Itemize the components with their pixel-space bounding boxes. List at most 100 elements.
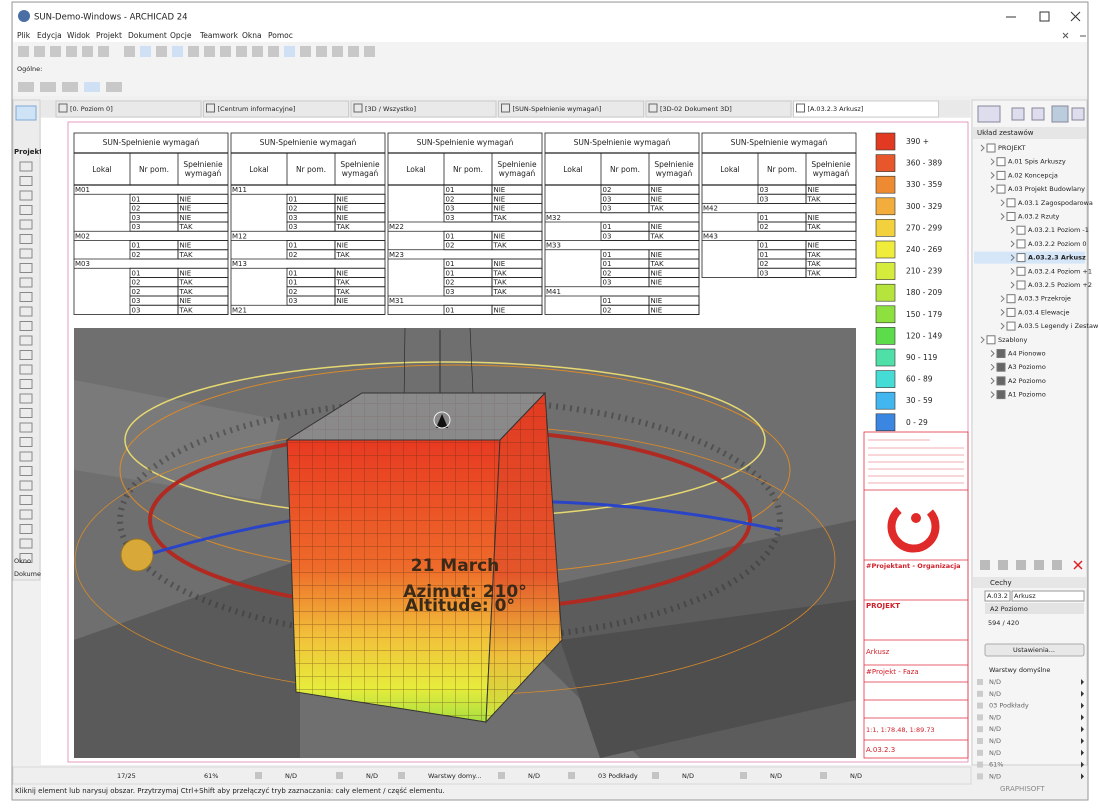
tool-icon[interactable] (98, 46, 109, 57)
tab[interactable] (498, 100, 644, 118)
tool-icon[interactable] (18, 82, 34, 92)
palette-tool[interactable] (19, 219, 33, 230)
status-field[interactable]: N/D (285, 772, 297, 780)
nav-item[interactable]: A3 Poziomo (1008, 363, 1046, 371)
tool-icon[interactable] (82, 46, 93, 57)
palette-tool[interactable] (19, 234, 33, 244)
tool-icon[interactable] (220, 46, 231, 57)
menu-item[interactable]: Teamwork (199, 31, 239, 40)
palette-tool[interactable] (19, 524, 33, 534)
palette-tool[interactable] (19, 205, 33, 215)
palette-tool[interactable] (19, 379, 33, 389)
tab[interactable] (350, 100, 497, 118)
tool-icon[interactable] (62, 82, 78, 92)
tool-icon[interactable] (284, 46, 295, 57)
palette-tool[interactable] (19, 495, 33, 505)
navigator-header[interactable]: Układ zestawów (977, 129, 1034, 137)
tool-icon[interactable] (316, 46, 327, 57)
tool-icon[interactable] (268, 46, 279, 57)
id-field[interactable] (984, 590, 1011, 602)
tab-label[interactable]: [0. Poziom 0] (70, 105, 113, 113)
nav-item[interactable]: A2 Poziomo (1008, 377, 1046, 385)
tool-icon[interactable] (84, 82, 100, 92)
palette-tool[interactable] (19, 364, 33, 375)
nav-item[interactable]: A.03.5 Legendy i Zestaw (1018, 322, 1099, 330)
nav-item[interactable]: A.03.2.3 Arkusz (1028, 254, 1086, 262)
palette-tool[interactable] (19, 321, 33, 331)
tool-icon[interactable] (140, 46, 151, 57)
palette-tool[interactable] (19, 190, 33, 201)
nav-item[interactable]: A.01 Spis Arkuszy (1008, 158, 1066, 166)
tool-icon[interactable] (106, 82, 122, 92)
tab-label[interactable]: [SUN-Spełnienie wymagań] (513, 105, 602, 113)
tab-label[interactable]: [A.03.2.3 Arkusz] (808, 105, 864, 113)
nav-item[interactable]: A.03 Projekt Budowlany (1008, 185, 1085, 193)
palette-tool[interactable] (19, 408, 33, 418)
palette-tab[interactable]: Dokume (14, 570, 41, 578)
palette-tool[interactable] (19, 437, 33, 447)
tool-icon[interactable] (34, 46, 45, 57)
menu-item[interactable]: Edycja (37, 31, 62, 40)
close-icon[interactable] (1073, 560, 1083, 570)
status-field[interactable]: N/D (366, 772, 378, 780)
menu-item[interactable]: Plik (17, 31, 31, 40)
tab-label[interactable]: [3D-02 Dokument 3D] (660, 105, 732, 113)
tool-icon[interactable] (40, 82, 56, 92)
nav-item[interactable]: A.03.4 Elewacje (1018, 308, 1070, 316)
palette-tool[interactable] (19, 248, 33, 259)
arrow-tool[interactable] (15, 105, 37, 121)
tool-icon[interactable] (364, 46, 375, 57)
palette-tool[interactable] (19, 451, 33, 462)
palette-tool[interactable] (19, 466, 33, 476)
tab-label[interactable]: [Centrum informacyjne] (218, 105, 296, 113)
window-controls[interactable] (1006, 11, 1081, 22)
status-field[interactable]: N/D (528, 772, 540, 780)
tool-icon[interactable] (332, 46, 343, 57)
nav-item[interactable]: A.03.1 Zagospodarowa (1018, 199, 1093, 207)
palette-tool[interactable] (19, 553, 33, 563)
nav-item[interactable]: PROJEKT (998, 144, 1025, 152)
status-field[interactable]: N/D (682, 772, 694, 780)
tool-icon[interactable] (188, 46, 199, 57)
tab-label[interactable]: [3D / Wszystko] (365, 105, 416, 113)
menu-item[interactable]: Okna (242, 31, 262, 40)
menu-item[interactable]: Opcje (170, 31, 192, 40)
nav-item[interactable]: A.03.3 Przekroje (1018, 295, 1071, 303)
palette-tool[interactable] (19, 422, 33, 433)
name-field[interactable] (1011, 590, 1085, 602)
palette-tool[interactable] (19, 393, 33, 404)
nav-item[interactable]: A4 Pionowo (1008, 350, 1046, 358)
menu-item[interactable]: Projekt (96, 31, 122, 40)
palette-tool[interactable] (19, 277, 33, 288)
palette-tab[interactable]: Okno (14, 557, 31, 565)
palette-tool[interactable] (19, 292, 33, 302)
menu-item[interactable]: Widok (67, 31, 91, 40)
menu-item[interactable]: Dokument (128, 31, 167, 40)
status-field[interactable]: 03 Podkłady (598, 772, 638, 780)
navigator-buttons[interactable] (977, 105, 1085, 123)
palette-tool[interactable] (19, 509, 33, 520)
nav-item[interactable]: A.03.2.5 Poziom +2 (1028, 281, 1092, 289)
palette-tool[interactable] (19, 176, 33, 186)
palette-tool[interactable] (19, 335, 33, 346)
tool-icon[interactable] (124, 46, 135, 57)
palette-tool[interactable] (19, 263, 33, 273)
status-field[interactable]: N/D (850, 772, 862, 780)
palette-tool[interactable] (19, 306, 33, 317)
tool-icon[interactable] (50, 46, 61, 57)
palette-tool[interactable] (19, 350, 33, 360)
tool-icon[interactable] (66, 46, 77, 57)
settings-button[interactable] (984, 643, 1085, 657)
palette-tool[interactable] (19, 480, 33, 491)
status-field[interactable]: N/D (770, 772, 782, 780)
palette-tool[interactable] (19, 161, 33, 172)
tool-icon[interactable] (172, 46, 183, 57)
palette-tool[interactable] (19, 538, 33, 549)
tab[interactable] (793, 100, 939, 118)
nav-item[interactable]: A.03.2 Rzuty (1018, 213, 1060, 221)
nav-item[interactable]: A.03.2.1 Poziom -1 (1028, 226, 1089, 234)
tab[interactable] (645, 100, 792, 118)
status-field[interactable]: Warstwy domy... (428, 772, 481, 780)
tool-icon[interactable] (236, 46, 247, 57)
nav-item[interactable]: A.02 Koncepcja (1008, 171, 1058, 179)
